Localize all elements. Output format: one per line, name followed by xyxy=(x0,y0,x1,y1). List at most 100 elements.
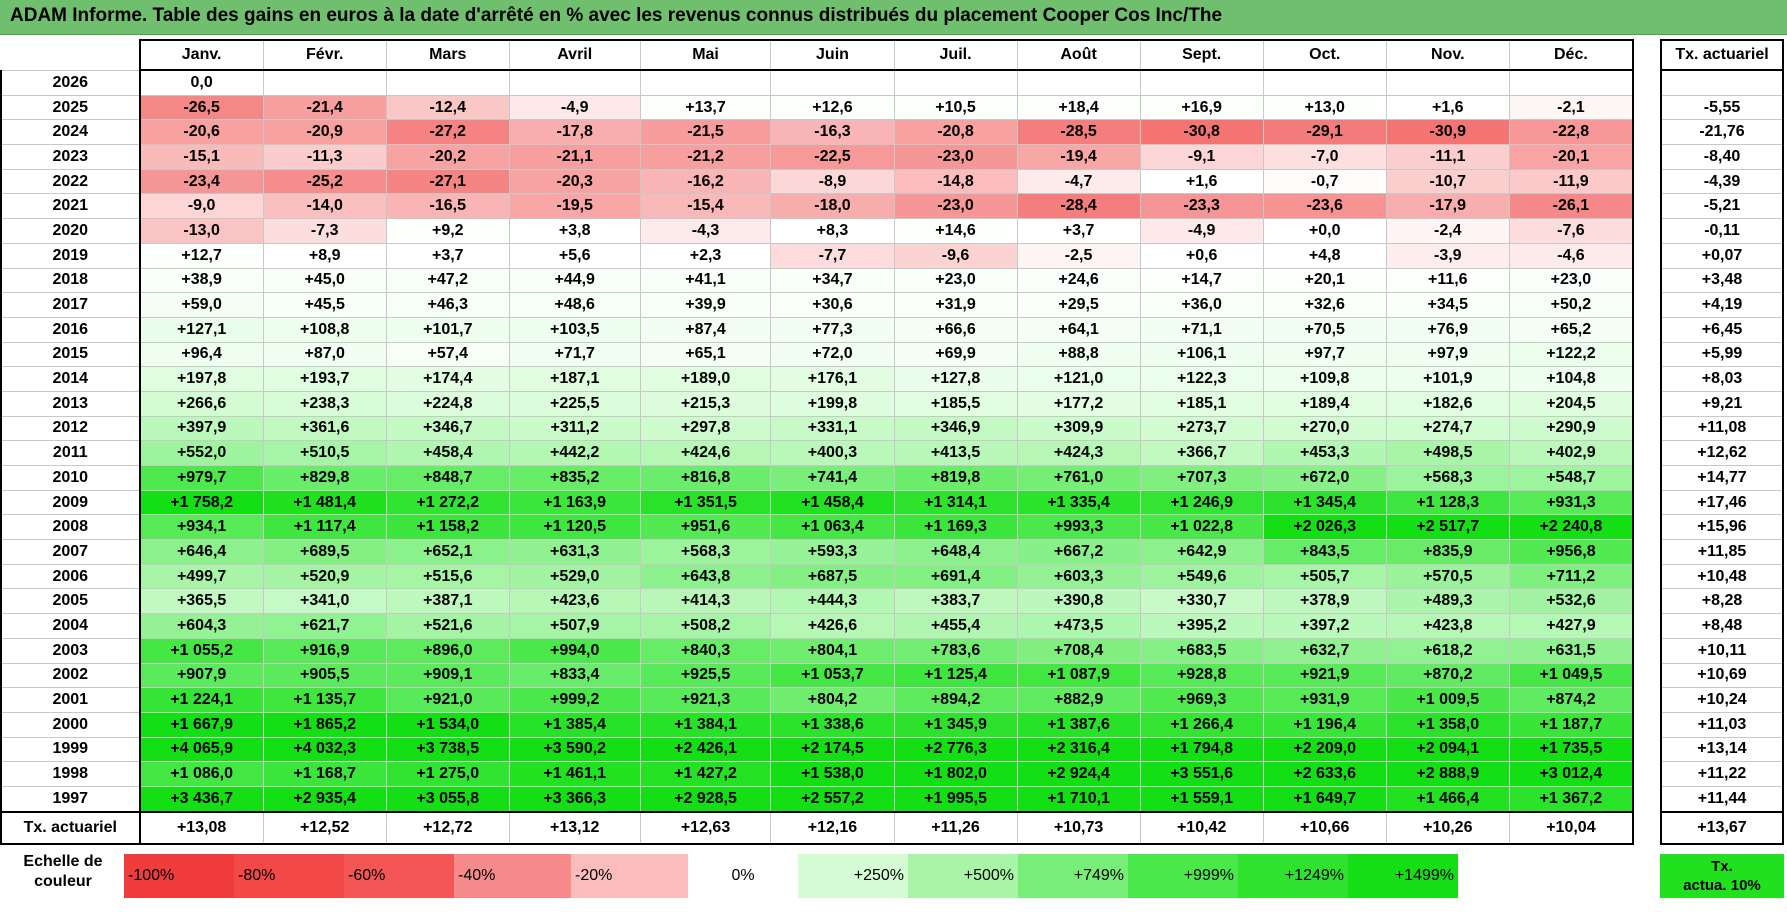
gain-cell: +1 802,0 xyxy=(893,761,1018,787)
footer-actuarial-cell: +13,67 xyxy=(1660,810,1784,845)
gain-cell: +3,7 xyxy=(1016,218,1141,244)
gain-cell: +273,7 xyxy=(1139,415,1264,442)
gain-cell: -7,6 xyxy=(1508,218,1634,244)
gain-cell: +691,4 xyxy=(893,563,1018,590)
table-row: 2008 +934,1 +1 117,4 +1 158,2 +1 120,5 +951,6… xyxy=(0,514,1634,541)
year-label: 2007 xyxy=(0,539,141,565)
gain-cell: -17,8 xyxy=(508,119,641,146)
gain-cell: +66,6 xyxy=(893,316,1018,343)
gain-cell: +390,8 xyxy=(1016,588,1141,615)
gain-cell: +925,5 xyxy=(639,662,772,689)
year-label: 2023 xyxy=(0,144,141,170)
year-label: 2022 xyxy=(0,168,141,195)
gain-cell: +59,0 xyxy=(139,292,264,318)
gain-cell: +510,5 xyxy=(262,440,387,466)
color-scale-swatch: -80% xyxy=(234,854,344,898)
gain-cell: -4,7 xyxy=(1016,168,1141,195)
gain-cell: +3 055,8 xyxy=(385,785,510,813)
gain-cell: -23,0 xyxy=(893,144,1018,170)
gain-cell: +455,4 xyxy=(893,613,1018,639)
gain-cell: +2 026,3 xyxy=(1262,514,1387,541)
gain-cell: +804,2 xyxy=(770,687,895,713)
gain-cell: +1 667,9 xyxy=(139,711,264,738)
gain-cell: -9,1 xyxy=(1139,144,1264,170)
gain-cell: +109,8 xyxy=(1262,366,1387,392)
gain-cell: +1 275,0 xyxy=(385,761,510,787)
gain-cell: +387,1 xyxy=(385,588,510,615)
gain-cell: -3,9 xyxy=(1385,242,1510,269)
gain-cell: +1 461,1 xyxy=(508,761,641,787)
gain-cell: +215,3 xyxy=(639,390,772,417)
month-header: Août xyxy=(1016,39,1141,71)
year-label: 2011 xyxy=(0,440,141,466)
gain-cell: +76,9 xyxy=(1385,316,1510,343)
gain-cell: +1 538,0 xyxy=(770,761,895,787)
gain-cell: -4,6 xyxy=(1508,242,1634,269)
gain-cell: +238,3 xyxy=(262,390,387,417)
gain-cell xyxy=(508,69,641,96)
table-row: 2004 +604,3 +621,7 +521,6 +507,9 +508,2 +426,6… xyxy=(0,613,1634,639)
gain-cell: +1 385,4 xyxy=(508,711,641,738)
month-header: Mars xyxy=(385,39,510,71)
gain-cell: +0,6 xyxy=(1139,242,1264,269)
table-row: 2018 +38,9 +45,0 +47,2 +44,9 +41,1 +34,7 +23,0 +… xyxy=(0,267,1634,294)
gain-cell: +631,5 xyxy=(1508,637,1634,664)
gain-cell: -26,5 xyxy=(139,94,264,121)
gain-cell: +2 316,4 xyxy=(1016,736,1141,763)
footer-rate-cell: +10,04 xyxy=(1508,810,1634,845)
gain-cell: +103,5 xyxy=(508,316,641,343)
gain-cell: +199,8 xyxy=(770,390,895,417)
table-row: 2016 +127,1 +108,8 +101,7 +103,5 +87,4 +77,3 +6… xyxy=(0,316,1634,343)
gain-cell: +3 738,5 xyxy=(385,736,510,763)
gain-cell: +1 338,6 xyxy=(770,711,895,738)
gain-cell: +667,2 xyxy=(1016,539,1141,565)
gain-cell: +423,8 xyxy=(1385,613,1510,639)
gain-cell: +45,0 xyxy=(262,267,387,294)
table-row: 2007 +646,4 +689,5 +652,1 +631,3 +568,3 +593,3… xyxy=(0,539,1634,565)
gain-cell: +835,2 xyxy=(508,465,641,491)
gain-cell: +2 776,3 xyxy=(893,736,1018,763)
gain-cell: +905,5 xyxy=(262,662,387,689)
gain-cell: +882,9 xyxy=(1016,687,1141,713)
gain-cell: +1 187,7 xyxy=(1508,711,1634,738)
gain-cell: +1 120,5 xyxy=(508,514,641,541)
gain-cell: +127,8 xyxy=(893,366,1018,392)
gain-cell: +707,3 xyxy=(1139,465,1264,491)
actuarial-cell: -5,21 xyxy=(1660,193,1784,220)
gain-cell: +30,6 xyxy=(770,292,895,318)
gain-cell: +3,7 xyxy=(385,242,510,269)
gain-cell: -23,6 xyxy=(1262,193,1387,220)
gain-cell xyxy=(770,69,895,96)
gain-cell: -7,3 xyxy=(262,218,387,244)
gain-cell: +508,2 xyxy=(639,613,772,639)
gain-cell: +515,6 xyxy=(385,563,510,590)
gain-cell: +931,9 xyxy=(1262,687,1387,713)
color-scale-swatch: -60% xyxy=(344,854,454,898)
gain-cell: +1 345,9 xyxy=(893,711,1018,738)
table-row: 1998 +1 086,0 +1 168,7 +1 275,0 +1 461,1 +1 4… xyxy=(0,761,1634,787)
gain-cell: +969,3 xyxy=(1139,687,1264,713)
gain-cell: +1 865,2 xyxy=(262,711,387,738)
footer-rate-cell: +10,26 xyxy=(1385,810,1510,845)
footer-rate-cell: +13,08 xyxy=(139,810,264,845)
gain-cell: +34,5 xyxy=(1385,292,1510,318)
gain-cell: +979,7 xyxy=(139,465,264,491)
actuarial-header: Tx. actuariel xyxy=(1660,39,1784,71)
gain-cell: +683,5 xyxy=(1139,637,1264,664)
gain-cell: +498,5 xyxy=(1385,440,1510,466)
gain-cell: +330,7 xyxy=(1139,588,1264,615)
table-row: 2006 +499,7 +520,9 +515,6 +529,0 +643,8 +687,5… xyxy=(0,563,1634,590)
year-label: 2004 xyxy=(0,613,141,639)
table-row: 1999 +4 065,9 +4 032,3 +3 738,5 +3 590,2 +2 4… xyxy=(0,736,1634,763)
gain-cell: +65,1 xyxy=(639,341,772,368)
gain-cell: +783,6 xyxy=(893,637,1018,664)
gain-cell: -8,9 xyxy=(770,168,895,195)
gain-cell: -30,9 xyxy=(1385,119,1510,146)
gain-cell: -23,0 xyxy=(893,193,1018,220)
gain-cell: +1 053,7 xyxy=(770,662,895,689)
gain-cell: +1 049,5 xyxy=(1508,662,1634,689)
actuarial-cell: +13,14 xyxy=(1660,736,1784,763)
gain-cell: +843,5 xyxy=(1262,539,1387,565)
gain-cell: +1 196,4 xyxy=(1262,711,1387,738)
gain-cell: +934,1 xyxy=(139,514,264,541)
